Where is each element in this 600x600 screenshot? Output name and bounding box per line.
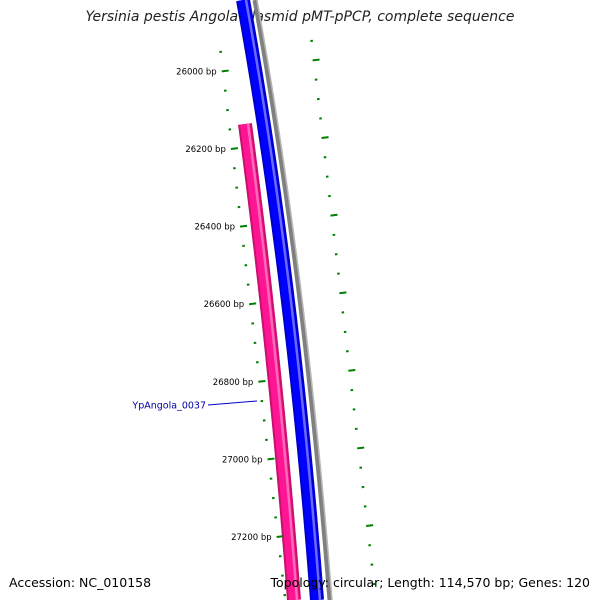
forward-feature-highlight — [244, 0, 322, 600]
inner-major-tick — [221, 69, 229, 73]
tick-label: 27000 bp — [222, 455, 263, 465]
gene-label-leader — [207, 400, 258, 406]
map-title: Yersinia pestis Angola plasmid pMT-pPCP,… — [85, 9, 515, 25]
outer-major-tick — [330, 213, 338, 217]
tick-labels: 26000 bp 26200 bp 26400 bp 26600 bp 26800 bp… — [176, 67, 271, 543]
tick-label: 26000 bp — [176, 67, 217, 77]
outer-major-tick — [357, 446, 365, 450]
gene-feature — [240, 123, 299, 600]
backbone-arc — [252, 0, 333, 600]
summary-label: Topology: circular; Length: 114,570 bp; … — [270, 575, 591, 590]
forward-feature — [238, 0, 322, 600]
inner-major-tick — [258, 379, 266, 383]
accession-label: Accession: NC_010158 — [9, 575, 152, 590]
outer-major-tick — [348, 368, 356, 372]
outer-major-tick — [366, 524, 374, 527]
outer-major-tick — [321, 136, 329, 139]
inner-major-tick — [267, 457, 275, 461]
outer-major-tick — [312, 58, 320, 62]
tick-label: 26600 bp — [204, 300, 245, 310]
inner-major-tick — [249, 302, 257, 306]
inner-tick-marks — [219, 50, 287, 597]
backbone-arc-highlight — [256, 0, 333, 600]
tick-label: 26200 bp — [185, 145, 226, 155]
tick-label: 26400 bp — [194, 223, 235, 233]
gene-label: YpAngola_0037 — [131, 401, 206, 412]
tick-label: 26800 bp — [213, 378, 254, 388]
inner-major-tick — [276, 535, 284, 538]
outer-tick-marks — [310, 39, 376, 586]
tick-label: 27200 bp — [231, 533, 272, 543]
outer-major-tick — [339, 291, 347, 295]
inner-major-tick — [239, 224, 248, 228]
inner-major-tick — [230, 147, 238, 150]
gene-feature-highlight — [246, 123, 299, 600]
